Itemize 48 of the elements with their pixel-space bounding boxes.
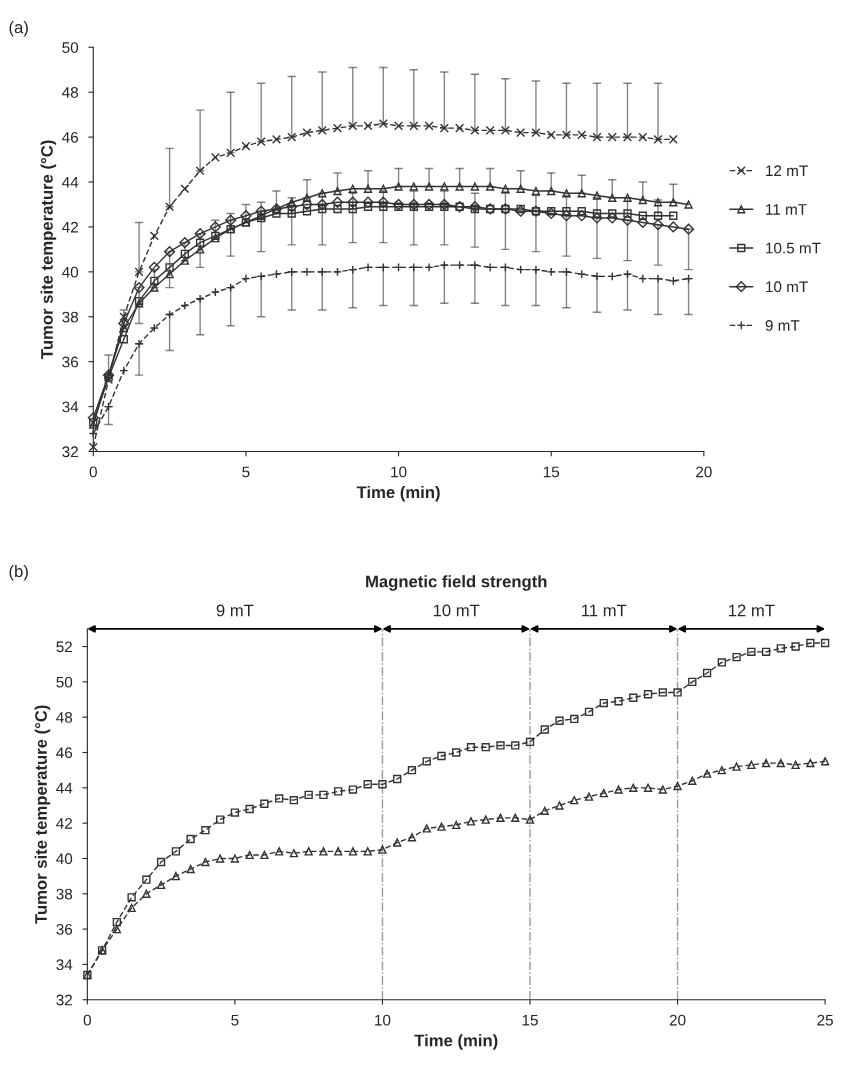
x-tick-label: 10	[375, 1014, 391, 1026]
y-tick-label: 36	[62, 356, 79, 368]
y-tick-label: 32	[62, 446, 78, 458]
text: 12 mT	[728, 604, 775, 617]
y-tick-label: 40	[56, 853, 73, 865]
y-tick-label: 38	[56, 888, 73, 900]
legend-label: 10 mT	[766, 281, 808, 293]
chart-title: Magnetic field strength	[366, 575, 547, 591]
x-tick-label: 5	[231, 1014, 239, 1026]
legend-label: 9 mT	[765, 320, 800, 331]
y-tick-label: 42	[56, 818, 72, 829]
x-tick-label: 0	[89, 466, 97, 478]
y-tick-label: 48	[62, 87, 79, 98]
text: 11 mT	[582, 604, 627, 617]
x-tick-label: 15	[543, 466, 560, 478]
legend-label: 10.5 mT	[766, 242, 821, 254]
y-tick-label: 36	[56, 923, 73, 935]
x-tick-label: 10	[391, 466, 407, 478]
x-tick-label: 5	[242, 466, 250, 478]
y-tick-label: 44	[56, 782, 73, 794]
x-tick-label: 20	[696, 466, 712, 478]
y-tick-label: 46	[56, 747, 73, 759]
text: 10 mT	[433, 604, 480, 617]
x-axis-title: Time (min)	[414, 1034, 498, 1050]
text: (b)	[9, 564, 28, 581]
y-tick-label: 50	[56, 676, 73, 688]
legend-label: 11 mT	[766, 204, 807, 215]
text: (a)	[9, 21, 28, 37]
y-tick-label: 34	[56, 959, 73, 971]
y-axis-title: Tumor site temperature (°C)	[40, 140, 57, 359]
y-tick-label: 48	[56, 712, 73, 723]
y-tick-label: 52	[56, 641, 72, 653]
y-tick-label: 32	[56, 994, 72, 1006]
y-tick-label: 44	[62, 177, 79, 188]
y-axis-title: Tumor site temperature (°C)	[34, 705, 51, 924]
text: 9 mT	[216, 604, 254, 617]
y-tick-label: 42	[62, 221, 78, 233]
x-tick-label: 20	[669, 1014, 686, 1026]
x-tick-label: 25	[817, 1014, 833, 1026]
x-axis-title: Time (min)	[356, 485, 440, 502]
y-tick-label: 50	[62, 42, 79, 53]
y-tick-label: 38	[62, 311, 79, 323]
y-tick-label: 34	[62, 401, 79, 413]
legend-label: 12 mT	[766, 165, 808, 176]
x-tick-label: 15	[522, 1014, 538, 1026]
y-tick-label: 46	[62, 131, 79, 143]
y-tick-label: 40	[62, 266, 79, 278]
x-tick-label: 0	[83, 1014, 91, 1026]
